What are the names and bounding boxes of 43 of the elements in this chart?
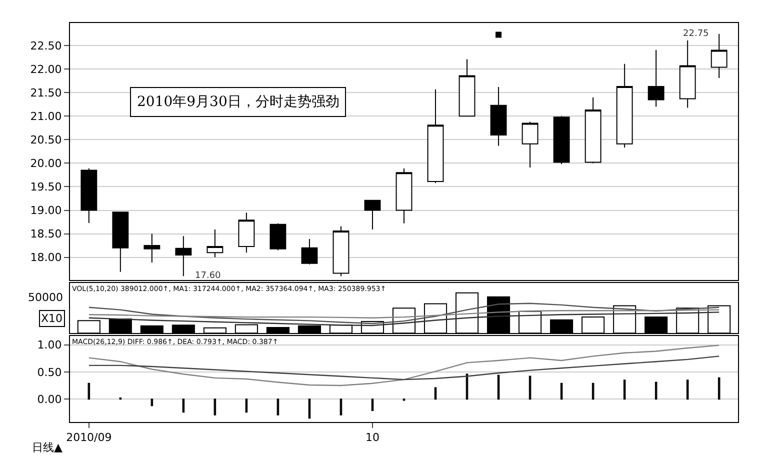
candlestick — [490, 86, 507, 146]
candlestick — [396, 168, 412, 224]
text: 日线▲ — [32, 441, 63, 454]
y-tick-label: 20.00 — [30, 157, 62, 170]
y-tick-label: 19.50 — [30, 180, 62, 194]
annotation: 22.75 — [683, 29, 709, 39]
text: X10 — [41, 312, 63, 325]
y-tick-label: 18.00 — [30, 251, 62, 264]
y-tick-label: 1.00 — [37, 338, 62, 352]
candlestick — [270, 222, 286, 251]
candlestick — [301, 238, 318, 265]
annotation: 2010年9月30日，分时走势强劲 — [137, 94, 340, 110]
candlestick — [112, 212, 129, 272]
candlestick — [679, 40, 696, 108]
y-tick-label: 19.00 — [30, 204, 62, 218]
candlestick — [584, 96, 602, 164]
y-tick-label: 18.50 — [30, 228, 62, 241]
candlestick — [238, 212, 255, 254]
candlestick — [427, 88, 444, 184]
candlestick — [80, 168, 98, 224]
x-tick-label: 10 — [365, 431, 380, 444]
text: 50000 — [28, 291, 63, 304]
line-series — [88, 344, 720, 386]
candlestick — [175, 236, 192, 277]
candlestick — [648, 49, 664, 108]
y-tick-label: 21.50 — [30, 86, 62, 100]
candlestick — [522, 121, 538, 168]
x-tick-label: 2010/09 — [66, 431, 112, 444]
y-tick-label: 0.00 — [37, 392, 62, 406]
candlestick — [710, 33, 728, 79]
y-tick-label: 22.00 — [30, 62, 62, 76]
candlestick — [553, 116, 570, 165]
annotation: 17.60 — [195, 271, 222, 281]
candlestick — [332, 226, 350, 277]
y-tick-label: 0.50 — [37, 366, 62, 379]
candlestick — [458, 58, 476, 117]
y-tick-label: 21.00 — [30, 110, 62, 124]
y-tick-label: 22.50 — [30, 39, 62, 52]
candlestick — [144, 233, 160, 263]
candlestick — [364, 200, 381, 230]
candlestick — [616, 63, 633, 148]
y-tick-label: 20.50 — [30, 134, 62, 147]
candlestick — [206, 229, 224, 258]
